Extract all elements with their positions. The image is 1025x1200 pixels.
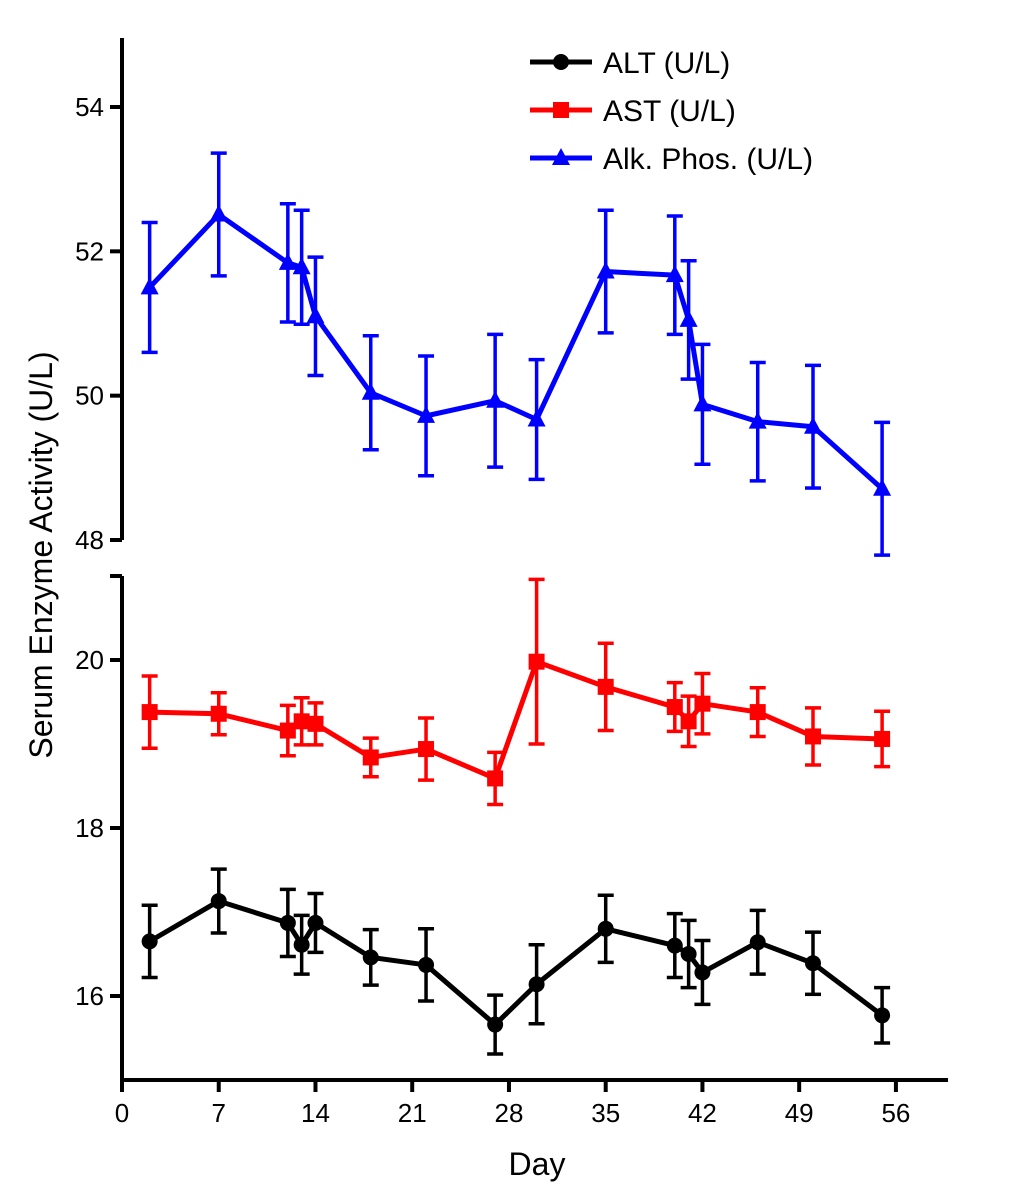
data-point [805,955,821,972]
data-point [140,277,159,295]
data-point [694,964,711,981]
legend-label: AST (U/L) [603,95,736,128]
data-point [528,653,545,670]
series-ast [141,577,891,807]
legend-item: AST (U/L) [530,95,736,128]
y-tick-label: 52 [75,236,104,266]
series-layer [140,151,892,1056]
data-point [680,946,697,962]
data-point [487,1016,504,1033]
data-point [694,695,711,712]
y-tick-label: 50 [75,381,104,411]
data-point [292,257,311,275]
data-point [361,382,380,400]
data-point [417,405,436,423]
legend: ALT (U/L) AST (U/L) Alk. Phos. (U/L) [530,47,813,176]
data-point [210,893,227,910]
lower-panel: 16 18 20 [75,574,124,1080]
data-point [597,920,614,937]
data-point [666,699,683,716]
data-point [528,976,545,993]
data-point [279,914,296,931]
y-tick-label: 48 [75,525,104,555]
data-point [680,713,697,730]
data-point [362,749,379,766]
data-point [307,715,324,732]
data-point [141,933,158,950]
series-line [147,212,884,491]
data-point [527,409,546,427]
data-point [749,934,766,951]
x-axis: 0 7 14 21 28 35 42 49 56 [115,1078,948,1128]
data-point [666,937,683,954]
y-tick-label: 16 [75,981,104,1011]
data-point [804,416,822,434]
data-point [486,390,505,408]
x-tick-label: 0 [115,1098,129,1128]
data-point [679,309,698,327]
series-line [148,898,884,1028]
data-point [693,394,712,412]
data-point [141,704,158,721]
data-point [293,713,310,730]
data-point [597,678,614,695]
data-point [279,722,296,739]
data-point [307,914,324,931]
data-point [874,1007,891,1024]
data-point [293,936,310,953]
y-axis-title: Serum Enzyme Activity (U/L) [23,351,59,758]
data-point [306,306,325,324]
legend-label: Alk. Phos. (U/L) [603,143,813,176]
data-point [418,741,435,758]
x-axis-title: Day [509,1146,566,1182]
data-point [665,265,684,283]
x-tick-label: 28 [494,1098,523,1128]
series-line [149,659,883,781]
x-tick-label: 42 [688,1098,717,1128]
data-point [418,956,435,973]
data-point [553,102,569,118]
data-point [552,148,570,165]
y-tick-label: 18 [75,813,104,843]
x-tick-label: 56 [881,1098,910,1128]
data-point [805,728,821,745]
data-point [209,204,228,222]
legend-item: ALT (U/L) [530,47,730,80]
y-tick-label: 54 [75,92,104,122]
series-alk [140,151,892,557]
data-point [362,949,379,966]
y-tick-label: 20 [75,645,104,675]
x-tick-label: 35 [591,1098,620,1128]
x-tick-label: 7 [212,1098,226,1128]
data-point [748,411,767,429]
data-point [210,705,227,722]
data-point [553,54,569,70]
data-point [278,252,297,270]
legend-label: ALT (U/L) [603,47,730,80]
legend-item: Alk. Phos. (U/L) [530,143,813,176]
x-tick-label: 21 [398,1098,427,1128]
x-tick-label: 49 [785,1098,814,1128]
series-alt [141,867,891,1056]
data-point [874,730,891,747]
data-point [596,261,615,279]
data-point [873,478,892,496]
upper-panel: 48 50 52 54 [75,38,124,555]
data-point [749,704,766,721]
x-tick-label: 14 [301,1098,330,1128]
data-point [487,770,504,787]
